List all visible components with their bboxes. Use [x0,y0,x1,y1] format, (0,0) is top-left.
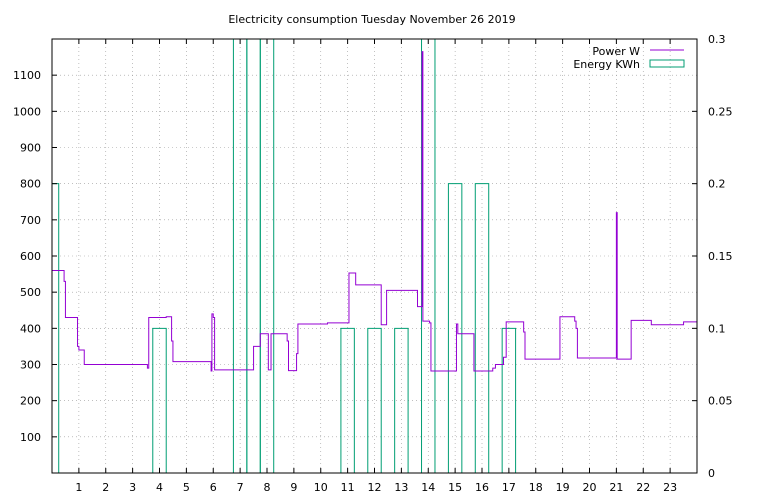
energy-bar [474,183,490,473]
y-tick-label: 400 [20,322,41,335]
x-tick-label: 7 [237,481,244,494]
legend-energy-label: Energy KWh [573,58,640,71]
y2-tick-label: 0.15 [708,250,733,263]
x-tick-label: 16 [475,481,489,494]
y2-tick-label: 0.05 [708,395,733,408]
x-tick-label: 20 [583,481,597,494]
x-tick-label: 6 [210,481,217,494]
y2-tick-label: 0 [708,467,715,480]
power-line [52,51,697,372]
x-tick-label: 21 [609,481,623,494]
y2-tick-label: 0.3 [708,33,726,46]
x-tick-label: 4 [156,481,163,494]
x-tick-label: 23 [663,481,677,494]
y-tick-label: 900 [20,142,41,155]
legend-energy-swatch [649,59,685,68]
x-tick-label: 14 [421,481,435,494]
x-tick-label: 18 [529,481,543,494]
x-tick-label: 3 [129,481,136,494]
x-tick-label: 10 [314,481,328,494]
y-tick-label: 500 [20,286,41,299]
legend: Power W Energy KWh [573,45,685,71]
grid [52,39,697,473]
power-series [52,51,697,372]
x-tick-label: 5 [183,481,190,494]
x-tick-label: 12 [368,481,382,494]
energy-bar [152,327,167,473]
legend-power-label: Power W [592,45,640,58]
chart-title: Electricity consumption Tuesday November… [228,13,515,26]
energy-bar [501,327,517,473]
y-tick-label: 200 [20,395,41,408]
y2-tick-label: 0.1 [708,322,726,335]
x-tick-label: 8 [264,481,271,494]
axis-ticks: 1 2 3 4 5 6 7 8 9 10 11 12 13 14 15 16 17 18 19 20 21 22 23100… [13,33,733,494]
energy-bar [447,183,463,473]
y-tick-label: 800 [20,178,41,191]
x-tick-label: 17 [502,481,516,494]
y2-tick-label: 0.2 [708,178,726,191]
x-tick-label: 2 [102,481,109,494]
x-tick-label: 15 [448,481,462,494]
y-tick-label: 700 [20,214,41,227]
y-tick-label: 300 [20,359,41,372]
x-tick-label: 19 [556,481,570,494]
x-tick-label: 22 [636,481,650,494]
y2-tick-label: 0.25 [708,105,733,118]
x-tick-label: 1 [75,481,82,494]
y-tick-label: 1100 [13,69,41,82]
x-tick-label: 11 [341,481,355,494]
y-tick-label: 1000 [13,105,41,118]
energy-bar [367,327,382,473]
y-tick-label: 100 [20,431,41,444]
energy-bar [340,327,355,473]
y-tick-label: 600 [20,250,41,263]
x-tick-label: 13 [394,481,408,494]
energy-bar [394,327,409,473]
x-tick-label: 9 [290,481,297,494]
